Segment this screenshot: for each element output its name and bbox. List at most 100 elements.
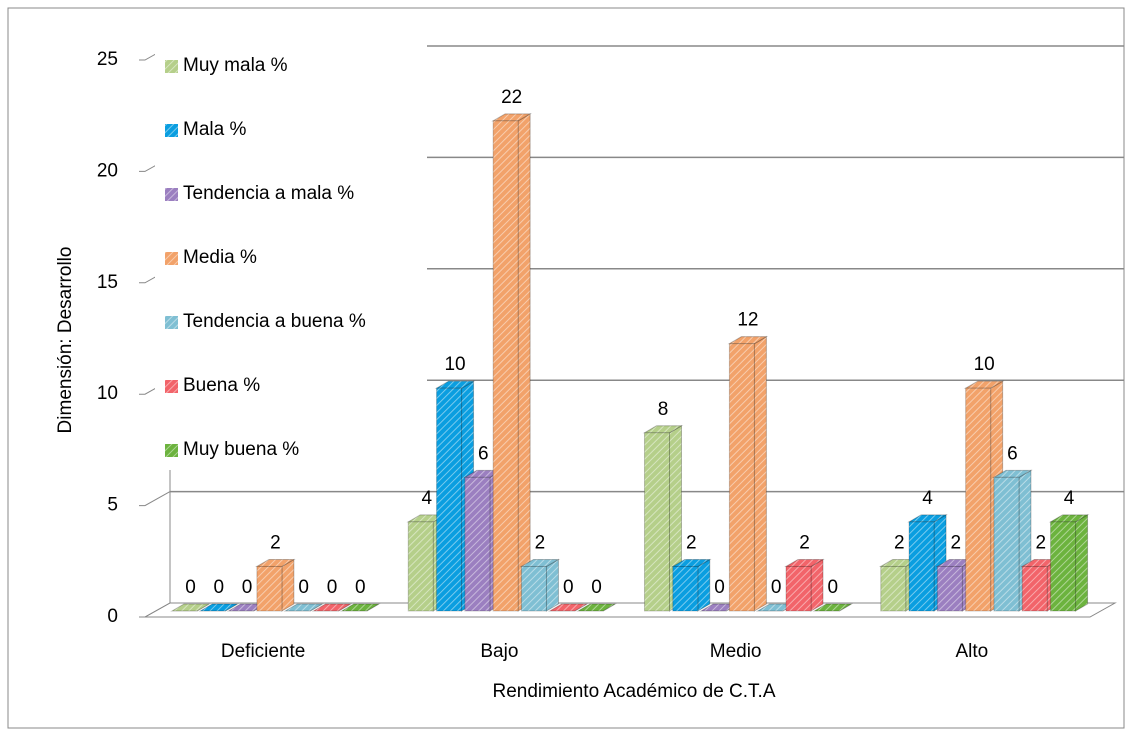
bar — [198, 603, 240, 612]
legend-swatch — [165, 380, 178, 393]
bar — [907, 514, 948, 612]
bar — [283, 603, 325, 612]
legend-label: Tendencia a mala % — [183, 183, 354, 204]
legend-box — [155, 40, 427, 470]
data-label: 0 — [185, 577, 196, 598]
legend-swatch — [165, 316, 178, 329]
bar — [670, 558, 712, 612]
bar — [1048, 514, 1090, 612]
bar — [547, 603, 589, 612]
data-label: 0 — [242, 577, 253, 598]
legend-label: Muy buena % — [183, 439, 299, 460]
legend-swatch — [165, 444, 178, 457]
bar-front — [520, 565, 547, 612]
bar-top — [576, 603, 617, 612]
data-label: 10 — [444, 354, 465, 375]
bar — [339, 603, 381, 612]
bar-front — [880, 565, 907, 612]
bar — [576, 603, 617, 612]
data-label: 0 — [591, 577, 602, 598]
bar — [311, 603, 353, 612]
y-tick-mark — [139, 602, 171, 618]
y-tick-label: 0 — [107, 606, 118, 627]
x-tick-label: Bajo — [480, 641, 518, 662]
bar-top — [339, 603, 381, 612]
bar — [491, 112, 532, 612]
bar-side — [545, 558, 559, 612]
bar-front — [436, 387, 463, 612]
data-label: 6 — [478, 443, 489, 464]
y-axis-label: Dimensión: Desarrollo — [55, 247, 76, 434]
legend-swatch — [165, 188, 178, 201]
data-label: 0 — [771, 577, 782, 598]
bar-front — [965, 387, 992, 612]
data-label: 4 — [922, 488, 933, 509]
data-label: 4 — [1064, 488, 1075, 509]
legend-swatch — [165, 60, 178, 73]
bar-top — [283, 603, 325, 612]
bar-top — [198, 603, 240, 612]
data-label: 2 — [535, 532, 546, 553]
bar-side — [697, 558, 711, 612]
bar-side — [1075, 514, 1089, 612]
x-tick-label: Deficiente — [221, 641, 306, 662]
data-label: 6 — [1007, 443, 1018, 464]
bar-side — [810, 558, 824, 612]
bar — [519, 558, 561, 612]
bar — [255, 558, 296, 612]
data-label: 2 — [894, 532, 905, 553]
y-tick-label: 25 — [97, 49, 118, 70]
bar-front — [728, 343, 755, 612]
bar — [878, 558, 920, 612]
bar-front — [908, 521, 935, 612]
legend-label: Buena % — [183, 375, 260, 396]
bar-top — [547, 603, 589, 612]
data-label: 2 — [951, 532, 962, 553]
bar-front — [785, 565, 812, 612]
bar — [812, 603, 854, 612]
legend-label: Media % — [183, 247, 257, 268]
x-tick-label: Medio — [710, 641, 762, 662]
bar-front — [464, 476, 491, 612]
bar — [784, 558, 825, 612]
data-label: 10 — [974, 354, 995, 375]
data-label: 12 — [737, 310, 758, 331]
x-tick-label: Alto — [956, 641, 989, 662]
legend: Muy mala % Mala % Tendencia a mala % Media … — [155, 40, 427, 470]
data-label: 0 — [327, 577, 338, 598]
bar-front — [1021, 565, 1048, 612]
data-label: 0 — [355, 577, 366, 598]
bar-front — [672, 565, 699, 612]
y-tick-label: 20 — [97, 160, 118, 181]
bar-front — [256, 565, 283, 612]
legend-label: Tendencia a buena % — [183, 311, 366, 332]
bar-top — [170, 603, 211, 612]
y-tick-label: 10 — [97, 383, 118, 404]
bar-top — [812, 603, 854, 612]
data-label: 0 — [214, 577, 225, 598]
data-label: 2 — [1035, 532, 1046, 553]
data-label: 8 — [658, 399, 669, 420]
data-label: 0 — [298, 577, 309, 598]
data-label: 2 — [270, 532, 281, 553]
data-label: 2 — [799, 532, 810, 553]
legend-label: Muy mala % — [183, 55, 288, 76]
legend-swatch — [165, 252, 178, 265]
data-label: 22 — [501, 87, 522, 108]
y-tick-label: 15 — [97, 272, 118, 293]
data-label: 0 — [828, 577, 839, 598]
bar-front — [644, 432, 670, 612]
bar-front — [1050, 521, 1077, 612]
data-label: 4 — [421, 488, 432, 509]
bar — [727, 335, 769, 612]
y-tick-mark — [139, 491, 171, 507]
bar-front — [993, 476, 1020, 612]
legend-swatch — [165, 124, 178, 137]
bar-front — [936, 565, 963, 612]
y-tick-label: 5 — [107, 495, 118, 516]
legend-label: Mala % — [183, 119, 246, 140]
data-label: 0 — [714, 577, 725, 598]
bar-front — [492, 120, 519, 612]
bar-side — [517, 112, 531, 612]
